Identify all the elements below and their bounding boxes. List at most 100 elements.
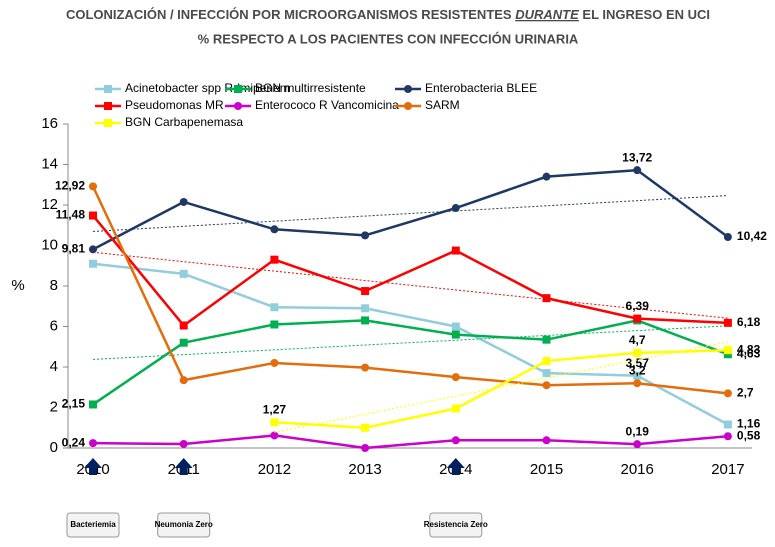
trendline [92,195,728,232]
point [542,381,551,390]
point [723,346,732,355]
y-tick-label: 0 [50,439,58,456]
point [542,436,551,445]
point [179,439,188,448]
point [723,232,732,241]
point [723,432,732,441]
point [89,211,97,220]
point [270,255,279,264]
point [361,444,370,452]
series-line [91,185,729,395]
point [723,318,732,327]
legend-label: Enterococo R Vancomicina [255,98,399,112]
point [89,400,97,409]
y-tick-label: 16 [41,115,58,132]
data-label: 9,81 [62,242,86,256]
data-label: 4,7 [629,333,646,347]
point [542,172,551,181]
chart-subtitle: % RESPECTO A LOS PACIENTES CON INFECCIÓN… [198,31,579,46]
legend-label: BGN Carbapenemasa [125,115,243,129]
data-label: 0,19 [626,424,650,438]
y-tick-label: 6 [50,317,58,334]
data-label: 2,15 [62,397,86,411]
point [451,246,460,255]
data-label: 4,63 [737,346,761,360]
logo-box [157,512,211,538]
point [361,304,370,313]
point [361,316,370,325]
point [633,371,642,380]
x-tick-label: 2012 [258,461,291,478]
data-label: 0,24 [62,435,86,449]
x-tick-label: 2013 [348,461,381,478]
logo-text: Resistencia Zero [424,520,488,529]
point [89,182,97,191]
point [542,294,551,303]
point [542,369,551,378]
series-line [92,262,729,426]
legend-marker [104,119,112,127]
arrow [446,458,465,475]
arrow [84,458,102,475]
point [542,335,551,344]
y-axis-label: % [11,277,24,294]
logo-box [429,512,483,538]
point [179,197,188,206]
point [361,287,370,296]
y-tick-label: 14 [41,155,58,172]
legend-marker [404,85,412,93]
point [89,245,97,254]
logo-text: Bacteriemia [70,520,116,529]
point [451,204,460,213]
legend-label: Enterobacteria BLEE [425,81,537,95]
series-line [92,214,728,328]
point [451,330,460,339]
point [633,166,642,175]
point [270,418,279,427]
point [723,420,732,429]
x-tick-label: 2016 [621,461,654,478]
trendline [92,325,728,360]
x-tick-label: 2017 [711,461,744,478]
point [633,348,642,357]
point [361,423,370,432]
y-tick-label: 12 [41,196,58,213]
data-label: 11,48 [56,208,86,222]
legend-label: Acinetobacter spp R-Imipenem [125,81,290,95]
point [270,431,279,440]
point [633,379,642,388]
legend-label: SARM [425,98,460,112]
point [723,389,732,398]
y-tick-label: 10 [41,236,58,253]
data-label: 3,2 [629,363,646,377]
legend-marker [234,102,242,110]
point [361,363,370,372]
point [451,322,460,331]
legend-marker [104,85,112,93]
y-tick-label: 8 [50,277,58,294]
point [270,320,279,329]
title-part: EL INGRESO EN UCI [579,7,710,22]
point [179,338,188,347]
point [270,225,279,234]
series-line [92,168,729,251]
logo-text: Neumonia Zero [155,520,213,529]
title-part: DURANTE [515,7,579,22]
point [451,404,460,413]
trendline [274,341,728,433]
point [361,231,370,240]
point [633,440,642,449]
point [179,269,188,278]
point [270,303,279,312]
point [179,321,188,330]
point [451,436,460,445]
title-part: COLONIZACIÓN / INFECCIÓN POR MICROORGANI… [66,7,515,22]
point [451,373,460,382]
data-label: 6,18 [737,315,761,329]
data-label: 12,92 [55,179,85,193]
point [89,439,97,448]
legend-marker [234,85,242,93]
data-label: 6,39 [626,299,650,313]
series-line [274,348,728,430]
